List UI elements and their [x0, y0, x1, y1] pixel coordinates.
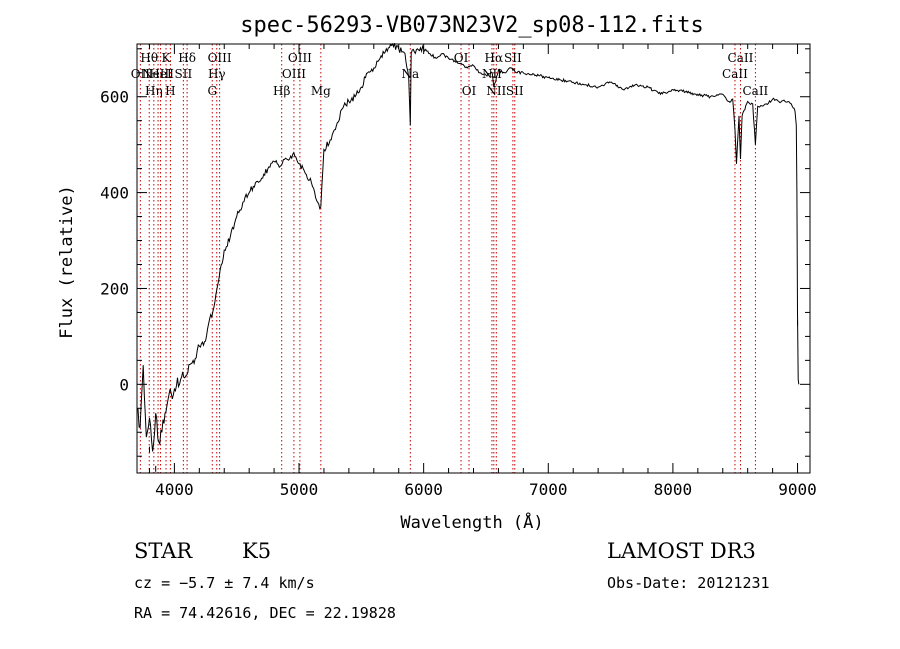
flux-line	[136, 42, 800, 452]
line-label-9: G	[207, 84, 217, 98]
line-label-21: NII	[486, 84, 506, 98]
line-label-10: Hγ	[208, 67, 226, 81]
x-tick-label-4: 8000	[654, 480, 693, 499]
object-subclass: K5	[242, 539, 272, 563]
chart-title: spec-56293-VB073N23V2_sp08-112.fits	[240, 13, 704, 38]
line-label-1: Hθ	[140, 51, 158, 65]
line-label-13: OIII	[282, 67, 306, 81]
line-label-18: OI	[462, 84, 477, 98]
y-axis-label: Flux (relative)	[57, 185, 77, 339]
line-label-24: CaII	[722, 67, 748, 81]
y-tick-label-2: 400	[100, 184, 129, 203]
line-label-25: CaII	[728, 51, 754, 65]
line-label-2: Hη	[145, 84, 163, 98]
sky-coordinates: RA = 74.42616, DEC = 22.19828	[134, 604, 396, 622]
line-label-26: CaII	[742, 84, 768, 98]
line-label-15: Mg	[311, 84, 331, 98]
y-tick-label-1: 200	[100, 279, 129, 298]
x-tick-label-3: 7000	[529, 480, 568, 499]
y-tick-label-3: 600	[100, 88, 129, 107]
x-tick-label-0: 4000	[155, 480, 194, 499]
flux-series	[136, 42, 800, 472]
line-label-4: HeI	[149, 67, 172, 81]
line-label-22: SII	[504, 51, 522, 65]
x-tick-label-5: 9000	[778, 480, 817, 499]
line-label-12: Hβ	[273, 84, 290, 98]
line-label-20: Hα	[485, 51, 504, 65]
line-label-14: OIII	[288, 51, 312, 65]
observation-date: Obs-Date: 20121231	[607, 574, 770, 592]
object-class: STAR	[134, 539, 193, 563]
x-axis-label: Wavelength (Å)	[400, 511, 543, 533]
line-label-16: Na	[401, 67, 419, 81]
line-label-23: SII	[506, 84, 524, 98]
x-tick-label-2: 6000	[404, 480, 443, 499]
plot-axes: 4000 5000 6000 7000 8000 9000 0 200 400 600	[100, 43, 817, 499]
line-label-3: NeIII	[142, 67, 174, 81]
line-label-0: OII	[131, 67, 151, 81]
line-label-6: H	[165, 84, 175, 98]
line-label-5: K	[162, 51, 172, 65]
line-label-17: OI	[454, 51, 469, 65]
spectral-line-markers	[139, 44, 756, 473]
plot-frame	[136, 43, 811, 474]
line-label-8: Hδ	[178, 51, 196, 65]
x-tick-label-1: 5000	[280, 480, 319, 499]
line-label-7: SII	[175, 67, 193, 81]
redshift-velocity: cz = −5.7 ± 7.4 km/s	[134, 574, 315, 592]
survey-name: LAMOST DR3	[607, 539, 756, 563]
spectral-line-labels: OIIHθHηNeIIIHeIKHSIIHδGHγOIIIHβOIIIOIIIM…	[131, 51, 769, 98]
line-label-11: OIII	[208, 51, 232, 65]
y-tick-label-0: 0	[119, 375, 129, 394]
